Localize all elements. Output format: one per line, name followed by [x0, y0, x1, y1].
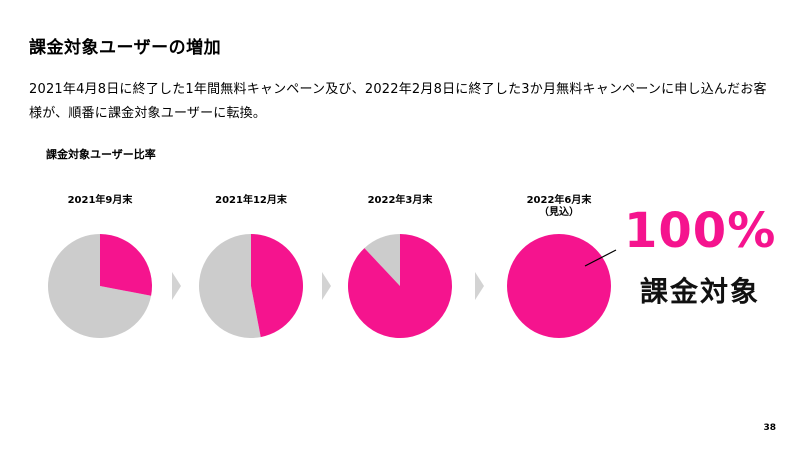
page-number: 38	[763, 423, 776, 433]
pie-label-3: 2022年3月末	[367, 195, 433, 206]
pie-2-slice-other	[199, 234, 261, 338]
pie-label-1: 2021年9月末	[67, 195, 133, 206]
pie-2-slice-paying	[251, 234, 304, 338]
pie-4-slice-paying	[507, 234, 611, 338]
annotation-text: 課金対象	[640, 275, 761, 308]
arrow-right-icon-1	[172, 272, 181, 300]
arrow-right-icon-3	[475, 272, 484, 300]
annotation-leader-line	[584, 249, 617, 267]
arrow-right-icon-2	[322, 272, 331, 300]
pie-1-slice-paying	[100, 234, 153, 296]
pie-1-slice-other	[48, 234, 152, 338]
pie-3-slice-paying	[347, 234, 452, 338]
slide-description: 2021年4月8日に終了した1年間無料キャンペーン及び、2022年2月8日に終了…	[29, 82, 767, 121]
annotation-value: 100%	[624, 203, 777, 259]
chart-title: 課金対象ユーザー比率	[46, 148, 156, 161]
slide-title: 課金対象ユーザーの増加	[29, 38, 222, 58]
pie-label-4: 2022年6月末 （見込）	[526, 195, 592, 218]
pie-3-slice-other	[364, 234, 400, 286]
pie-label-2: 2021年12月末	[215, 195, 287, 206]
